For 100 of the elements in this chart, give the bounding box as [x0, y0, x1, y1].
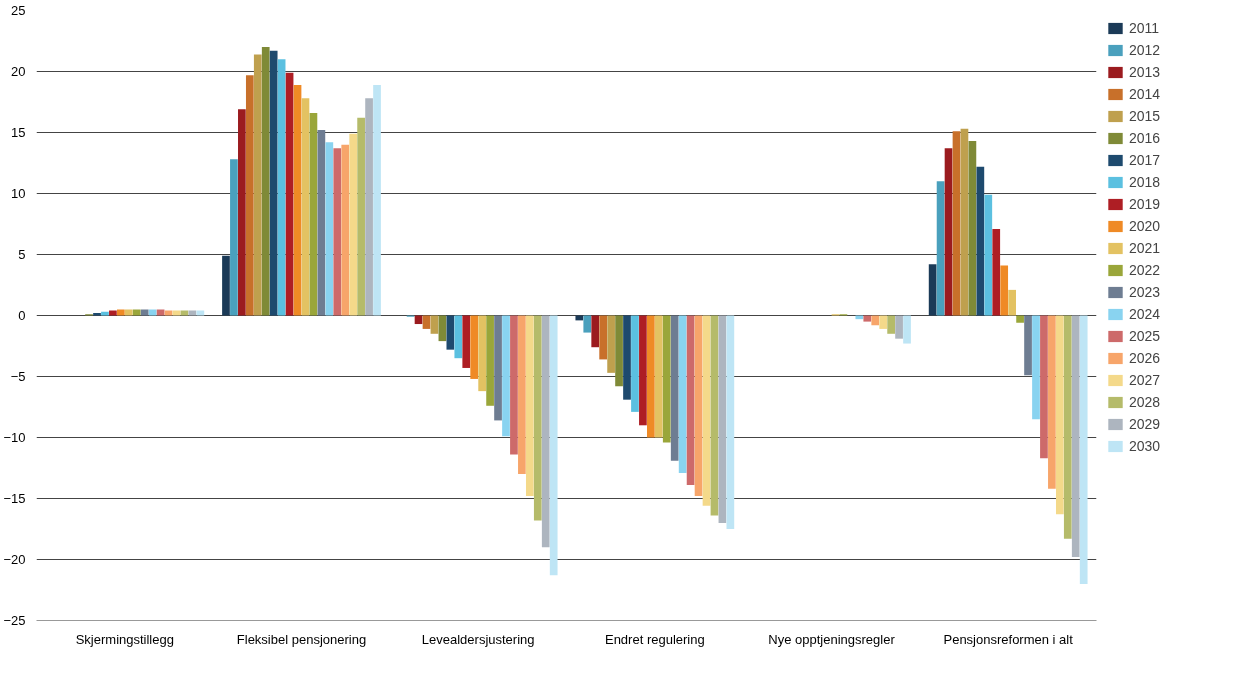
bar [365, 98, 373, 316]
bar [1055, 315, 1064, 515]
bar [510, 315, 518, 455]
y-tick-label: −5 [10, 369, 26, 384]
bar [726, 315, 735, 529]
bar [647, 315, 655, 438]
bar [269, 50, 278, 316]
bar [462, 315, 471, 368]
bar [944, 148, 953, 316]
bar [454, 315, 463, 359]
bar [238, 109, 246, 316]
x-tick-label: Skjermingstillegg [75, 631, 174, 647]
y-tick-label: 15 [11, 125, 26, 140]
bar [895, 315, 903, 339]
bar [470, 315, 479, 379]
bar [702, 315, 711, 506]
bar [960, 128, 969, 316]
bar [285, 72, 294, 316]
bar [525, 315, 534, 497]
legend-label: 2022 [1129, 262, 1161, 278]
y-tick-label: −15 [3, 491, 26, 506]
legend-label: 2012 [1129, 42, 1161, 58]
bar [1008, 289, 1016, 316]
bar [678, 315, 687, 473]
bar [992, 228, 1001, 316]
bar [93, 313, 101, 316]
bar [1016, 315, 1024, 323]
bar [164, 310, 173, 316]
bar [124, 309, 133, 316]
y-tick-label: 0 [18, 308, 26, 323]
bar [222, 255, 230, 316]
legend-label: 2027 [1129, 372, 1161, 388]
bar [871, 315, 880, 326]
bar [694, 315, 703, 497]
bar [968, 141, 977, 316]
legend-label: 2015 [1129, 108, 1161, 124]
bar [172, 310, 181, 316]
legend-label: 2013 [1129, 64, 1161, 80]
bar [1000, 265, 1009, 316]
bar [670, 315, 679, 461]
bar [710, 315, 719, 516]
y-tick-label: −10 [3, 430, 26, 445]
bar [1048, 315, 1056, 489]
legend-label: 2011 [1129, 20, 1160, 36]
bar [309, 112, 318, 316]
bar [148, 309, 157, 316]
bar [261, 47, 270, 316]
bar [1071, 315, 1080, 558]
bar [976, 166, 985, 316]
bar [101, 311, 109, 316]
bar [341, 144, 350, 316]
bar [887, 315, 895, 334]
bar [952, 131, 961, 316]
bar [1024, 315, 1032, 376]
bar [373, 84, 381, 316]
legend-label: 2016 [1129, 130, 1161, 146]
bar [599, 315, 608, 360]
bar [349, 133, 358, 316]
bar [502, 315, 510, 437]
bar [533, 315, 542, 521]
bar [1063, 315, 1072, 539]
bar [549, 315, 558, 576]
bar [623, 315, 631, 400]
legend-label: 2014 [1129, 86, 1161, 102]
legend-label: 2030 [1129, 438, 1161, 454]
bar [230, 159, 238, 316]
bar [494, 315, 502, 421]
y-tick-label: −20 [3, 552, 26, 567]
bar [333, 148, 342, 316]
legend-label: 2029 [1129, 416, 1161, 432]
bar [631, 315, 639, 412]
bar [478, 315, 486, 392]
y-tick-label: 10 [11, 186, 26, 201]
bar [541, 315, 550, 548]
bar [654, 315, 663, 438]
bar [156, 309, 165, 316]
legend-label: 2017 [1129, 152, 1161, 168]
y-tick-label: 20 [11, 64, 26, 79]
bar [718, 315, 727, 523]
bar [293, 84, 302, 316]
legend-label: 2025 [1129, 328, 1161, 344]
y-tick-label: 5 [18, 247, 26, 262]
x-tick-label: Nye opptjeningsregler [768, 631, 896, 647]
bar [446, 315, 455, 350]
bar [936, 181, 945, 316]
y-tick-label: 25 [11, 3, 26, 18]
bar [301, 98, 310, 316]
bar [518, 315, 526, 475]
bar [245, 75, 254, 316]
bar [583, 315, 592, 333]
bar [357, 117, 365, 316]
legend-label: 2023 [1129, 284, 1161, 300]
x-tick-label: Pensjonsreformen i alt [943, 631, 1074, 647]
legend-label: 2019 [1129, 196, 1161, 212]
bar [662, 315, 671, 443]
bar [109, 310, 117, 316]
bar [903, 315, 911, 344]
bar [132, 309, 141, 316]
bar [928, 264, 937, 316]
legend-label: 2021 [1129, 240, 1161, 256]
